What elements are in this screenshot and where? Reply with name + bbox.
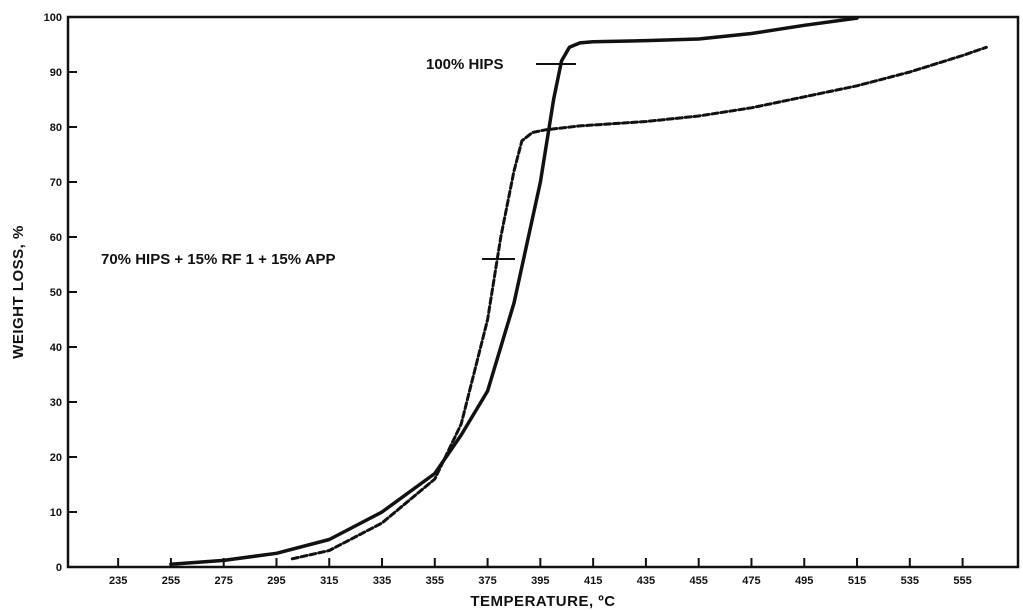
x-tick-label: 275 bbox=[215, 575, 233, 587]
y-tick-label: 100 bbox=[44, 12, 62, 24]
blend-series-label: 70% HIPS + 15% RF 1 + 15% APP bbox=[101, 251, 336, 268]
x-tick-label: 495 bbox=[795, 575, 813, 587]
y-tick-label: 40 bbox=[50, 342, 62, 354]
x-tick-label: 535 bbox=[901, 575, 919, 587]
y-tick-label: 50 bbox=[50, 287, 62, 299]
y-tick-label: 0 bbox=[56, 562, 62, 574]
x-tick-label: 315 bbox=[320, 575, 338, 587]
blend-series-line bbox=[290, 45, 988, 561]
x-tick-label: 375 bbox=[478, 575, 496, 587]
hips-series-label: 100% HIPS bbox=[426, 56, 504, 73]
y-tick-label: 60 bbox=[50, 232, 62, 244]
x-tick-label: 255 bbox=[162, 575, 180, 587]
x-tick-label: 455 bbox=[690, 575, 708, 587]
x-tick-label: 355 bbox=[426, 575, 444, 587]
x-tick-label: 415 bbox=[584, 575, 602, 587]
x-tick-label: 555 bbox=[953, 575, 971, 587]
x-tick-label: 475 bbox=[742, 575, 760, 587]
plot-frame bbox=[66, 15, 1020, 569]
x-tick-label: 435 bbox=[637, 575, 655, 587]
y-tick-label: 80 bbox=[50, 122, 62, 134]
y-tick-label: 10 bbox=[50, 507, 62, 519]
x-axis-title: TEMPERATURE, ºC bbox=[470, 593, 615, 610]
y-tick-label: 20 bbox=[50, 452, 62, 464]
x-tick-label: 395 bbox=[531, 575, 549, 587]
x-tick-label: 335 bbox=[373, 575, 391, 587]
x-tick-label: 515 bbox=[848, 575, 866, 587]
x-tick-label: 235 bbox=[109, 575, 127, 587]
y-tick-label: 90 bbox=[50, 67, 62, 79]
y-axis-title: WEIGHT LOSS, % bbox=[10, 225, 27, 359]
x-tick-label: 295 bbox=[267, 575, 285, 587]
y-tick-label: 70 bbox=[50, 177, 62, 189]
hips-series-line bbox=[169, 16, 859, 567]
y-tick-label: 30 bbox=[50, 397, 62, 409]
